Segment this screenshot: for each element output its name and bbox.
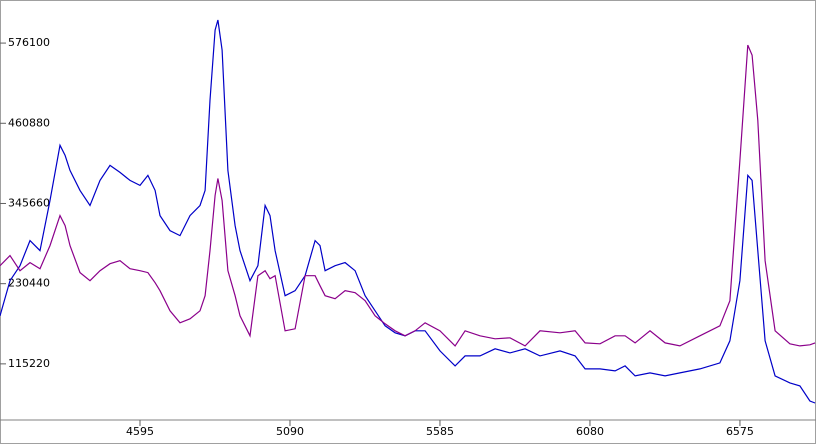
x-tick-label: 5090 [276,425,304,438]
x-tick-label: 5585 [426,425,454,438]
y-tick-label: 576100 [8,36,50,49]
y-tick-label: 460880 [8,116,50,129]
x-tick-label: 4595 [126,425,154,438]
y-tick-label: 115220 [8,357,50,370]
y-tick-label: 345660 [8,196,50,209]
x-tick-label: 6080 [576,425,604,438]
y-tick-label: 230440 [8,277,50,290]
x-tick-label: 6575 [726,425,754,438]
series-line [0,44,816,347]
series-line [0,19,816,404]
